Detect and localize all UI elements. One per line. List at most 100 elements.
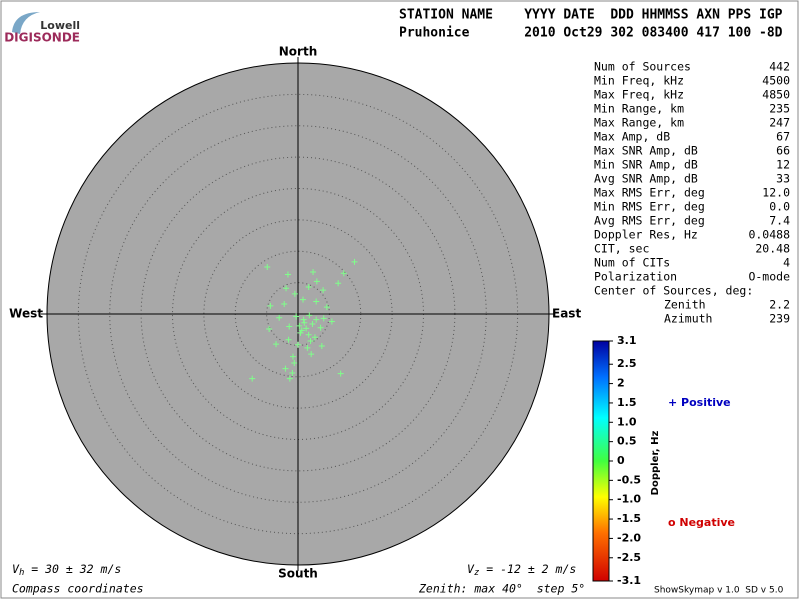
stat-label: Polarization — [594, 270, 677, 284]
stat-label: Num of Sources — [594, 60, 691, 74]
source-point — [320, 287, 327, 294]
source-point — [304, 344, 311, 351]
stat-value: 4 — [783, 256, 790, 270]
vh-text: = 30 ± 32 m/s — [24, 562, 121, 576]
center-label: Zenith — [664, 298, 706, 312]
stat-value: 12.0 — [762, 186, 790, 200]
source-point — [276, 314, 283, 321]
stat-label: Min Range, km — [594, 102, 684, 116]
stat-value: 0.0488 — [748, 228, 790, 242]
source-point — [320, 315, 327, 322]
legend-positive: + Positive — [668, 396, 731, 409]
source-point — [267, 302, 274, 309]
source-point — [282, 365, 289, 372]
source-point — [328, 318, 335, 325]
center-title: Center of Sources, deg: — [594, 284, 753, 298]
vh-symbol: V — [12, 562, 20, 576]
source-point — [309, 321, 316, 328]
source-point — [293, 313, 300, 320]
source-point — [310, 268, 317, 275]
stat-label: Max SNR Amp, dB — [594, 144, 698, 158]
stat-label: Max Range, km — [594, 116, 684, 130]
stat-value: 235 — [769, 102, 790, 116]
stat-label: Max RMS Err, deg — [594, 186, 705, 200]
source-point — [305, 331, 312, 338]
source-point — [337, 370, 344, 377]
colorbar-tick-label: 3.1 — [617, 334, 637, 347]
stat-label: Min SNR Amp, dB — [594, 158, 698, 172]
header-line: STATION NAME YYYY DATE DDD HHMMSS AXN PP… — [399, 8, 783, 23]
source-point — [249, 375, 256, 382]
source-point — [308, 351, 315, 358]
source-point — [313, 316, 320, 323]
stat-label: Avg SNR Amp, dB — [594, 172, 698, 186]
source-point — [313, 298, 320, 305]
source-point — [266, 326, 273, 333]
source-point — [311, 334, 318, 341]
stat-value: O-mode — [748, 270, 790, 284]
vz-text: = -12 ± 2 m/s — [479, 562, 576, 576]
west-label: West — [9, 307, 43, 321]
colorbar-tick-label: 1.0 — [617, 415, 637, 428]
colorbar-tick-label: -2.0 — [617, 531, 641, 544]
source-point — [317, 324, 324, 331]
source-point — [297, 329, 304, 336]
logo-bottom: DIGISONDE — [4, 31, 80, 45]
source-point — [340, 270, 347, 277]
source-point — [281, 300, 288, 307]
stat-value: 12 — [776, 158, 790, 172]
source-point — [289, 353, 296, 360]
stat-value: 66 — [776, 144, 790, 158]
center-label: Azimuth — [664, 312, 712, 326]
stat-value: 67 — [776, 130, 790, 144]
source-point — [286, 323, 293, 330]
stat-label: Max Freq, kHz — [594, 88, 684, 102]
vh-label: Vh = 30 ± 32 m/s — [12, 562, 121, 578]
stat-value: 4500 — [762, 74, 790, 88]
stat-label: Num of CITs — [594, 256, 670, 270]
source-point — [264, 263, 271, 270]
stat-value: 4850 — [762, 88, 790, 102]
colorbar-tick-label: -2.5 — [617, 551, 641, 564]
stat-label: Avg RMS Err, deg — [594, 214, 705, 228]
source-point — [291, 290, 298, 297]
stat-value: 0.0 — [769, 200, 790, 214]
stat-label: Min RMS Err, deg — [594, 200, 705, 214]
source-point — [351, 258, 358, 265]
stat-label: CIT, sec — [594, 242, 649, 256]
source-point — [291, 359, 298, 366]
north-label: North — [279, 45, 317, 59]
colorbar-tick-label: 1.5 — [617, 396, 637, 409]
stat-label: Min Freq, kHz — [594, 74, 684, 88]
source-point — [303, 325, 310, 332]
coords-note: Compass coordinates — [12, 582, 144, 596]
source-point — [305, 284, 312, 291]
source-point — [313, 278, 320, 285]
source-point — [296, 322, 303, 329]
colorbar-tick-label: -0.5 — [617, 473, 641, 486]
source-point — [298, 327, 305, 334]
source-point — [286, 375, 293, 382]
stat-label: Doppler Res, Hz — [594, 228, 698, 242]
south-label: South — [278, 567, 318, 581]
legend-negative: o Negative — [668, 516, 735, 529]
vz-symbol: V — [467, 562, 475, 576]
stat-value: 247 — [769, 116, 790, 130]
source-point — [285, 336, 292, 343]
source-point — [301, 319, 308, 326]
source-point — [300, 316, 307, 323]
zenith-note: Zenith: max 40° step 5° — [418, 582, 585, 596]
east-label: East — [552, 307, 581, 321]
version-note: ShowSkymap v 1.0 SD v 5.0 — [654, 586, 784, 596]
colorbar-tick-label: -1.0 — [617, 493, 641, 506]
source-point — [300, 296, 307, 303]
vh-sub: h — [19, 568, 24, 578]
source-point — [323, 304, 330, 311]
logo-swoosh — [12, 12, 40, 34]
source-point — [335, 280, 342, 287]
stat-value: 442 — [769, 60, 790, 74]
colorbar-tick-label: 0 — [617, 454, 625, 467]
center-value: 239 — [769, 312, 790, 326]
